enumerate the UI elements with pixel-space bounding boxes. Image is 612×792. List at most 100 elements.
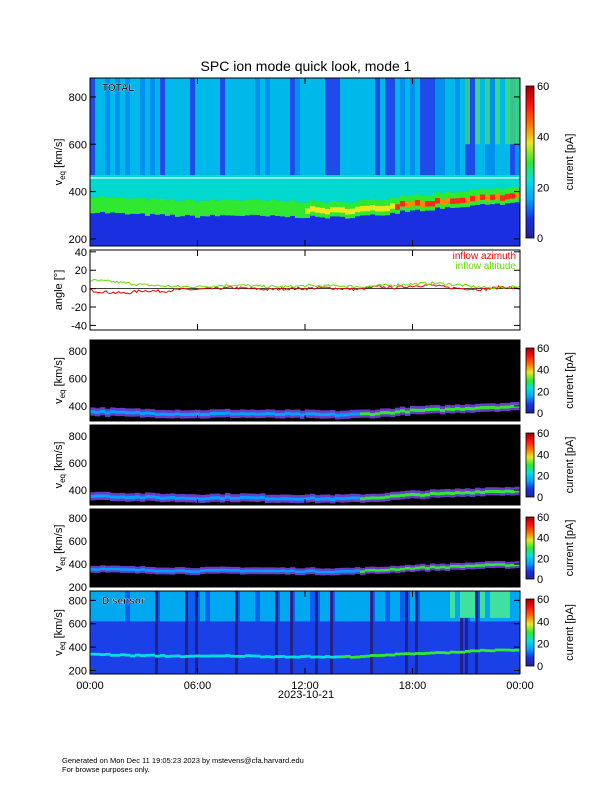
sensor_b-colorbar-tick: 0 xyxy=(537,492,543,504)
sensor_d-cell xyxy=(490,649,496,653)
total-cell xyxy=(365,78,371,176)
sensor_d-cell xyxy=(345,591,351,622)
sensor_a-colorbar-tick: 60 xyxy=(537,343,549,355)
sensor_b-cell xyxy=(515,489,520,493)
sensor_b-cell xyxy=(420,493,426,497)
total-cell xyxy=(205,206,211,213)
sensor_d-cell xyxy=(150,591,156,622)
sensor_d-cell xyxy=(95,652,101,656)
total-cell xyxy=(245,78,251,176)
sensor_b-cell xyxy=(230,496,236,500)
sensor_b-cell xyxy=(120,495,126,499)
total-colorbar-tick: 40 xyxy=(537,132,549,144)
sensor_b-cell xyxy=(195,497,201,501)
total-cell xyxy=(415,175,421,195)
sensor_d-cell xyxy=(315,591,318,674)
sensor_b-cell xyxy=(265,497,271,501)
total-cell xyxy=(245,205,251,212)
total-cell xyxy=(390,175,396,198)
sensor_d-cell xyxy=(500,648,506,652)
total-cell xyxy=(195,208,201,214)
sensor_d-cell xyxy=(245,591,251,622)
sensor_a-cell xyxy=(480,406,486,410)
total-cell xyxy=(390,212,396,246)
total-cell xyxy=(490,175,496,189)
sensor_c-cell xyxy=(155,569,161,573)
sensor_c-cell xyxy=(300,570,306,574)
total-cell xyxy=(305,208,311,214)
sensor_d-cell xyxy=(420,591,426,622)
total-cell xyxy=(225,205,231,212)
total-cell xyxy=(425,201,431,207)
sensor_b-cell xyxy=(215,496,221,500)
sensor_d-cell xyxy=(440,651,446,655)
total-cell xyxy=(195,217,201,246)
sensor_a-cell xyxy=(210,412,216,416)
total-cell xyxy=(325,218,331,246)
total-cell xyxy=(120,212,126,246)
total-cell xyxy=(100,202,106,208)
sensor_a-cell xyxy=(265,412,271,416)
sensor_d-cell xyxy=(285,591,291,622)
total-cell xyxy=(415,78,421,176)
sensor_b-cell xyxy=(405,493,411,497)
total-cell xyxy=(375,78,381,176)
angle-ytick-label: 0 xyxy=(81,284,87,296)
total-cell xyxy=(145,215,151,246)
sensor_b-heatmap xyxy=(90,425,520,505)
sensor_b-cell xyxy=(150,495,156,499)
total-cell xyxy=(165,78,171,176)
total-cell xyxy=(370,204,376,211)
sensor_c-cell xyxy=(315,570,321,574)
total-cell xyxy=(115,212,121,246)
total-cell xyxy=(455,198,461,204)
sensor_c-cell xyxy=(105,567,111,571)
series-inflow-azimuth xyxy=(89,283,521,295)
sensor_d-ytick-label: 200 xyxy=(69,665,87,677)
sensor_d-cell xyxy=(175,591,181,622)
total-cell xyxy=(335,78,341,176)
sensor_b-cell xyxy=(220,497,226,501)
sensor_b-cell xyxy=(90,494,96,498)
total-cell xyxy=(510,193,516,199)
sensor_b-cell xyxy=(455,491,461,495)
total-cell xyxy=(345,209,351,215)
total-cell xyxy=(195,78,201,176)
sensor_a-cell xyxy=(140,412,146,416)
total-cell xyxy=(500,78,506,176)
sensor_a-ylabel: veq [km/s] xyxy=(53,357,67,404)
total-cell xyxy=(455,78,461,176)
sensor_b-cell xyxy=(440,491,446,495)
sensor_d-cell xyxy=(140,591,146,622)
sensor_a-cell xyxy=(390,411,396,415)
total-cell xyxy=(485,78,491,145)
sensor_c-cell xyxy=(505,564,511,567)
total-cell xyxy=(140,213,146,246)
sensor_d-cell xyxy=(280,655,286,658)
sensor_d-cell xyxy=(515,648,520,652)
sensor_b-cell xyxy=(370,496,376,500)
total-cell xyxy=(335,175,341,202)
total-cell xyxy=(475,78,481,145)
total-cell xyxy=(300,78,306,176)
sensor_d-cell xyxy=(465,649,471,653)
sensor_a-colorbar-label: current [pA] xyxy=(564,352,576,409)
total-cell xyxy=(350,175,356,203)
sensor_d-cell xyxy=(170,591,176,622)
sensor_b-cell xyxy=(350,496,356,500)
sensor_a-cell xyxy=(310,412,316,416)
total-colorbar: 0 20 40 60 current [pA] xyxy=(525,81,576,245)
angle-axes: -40 -20 0 20 40 angle [°] xyxy=(53,247,521,332)
total-cell xyxy=(240,206,246,212)
sensor_a-cell xyxy=(470,407,476,411)
total-cell xyxy=(210,205,216,211)
total-cell xyxy=(300,208,306,215)
total-cell xyxy=(465,197,471,204)
sensor_b-cell xyxy=(395,494,401,498)
sensor_d-cell xyxy=(145,653,151,657)
total-cell xyxy=(410,200,416,207)
sensor_d-cell xyxy=(315,655,321,659)
